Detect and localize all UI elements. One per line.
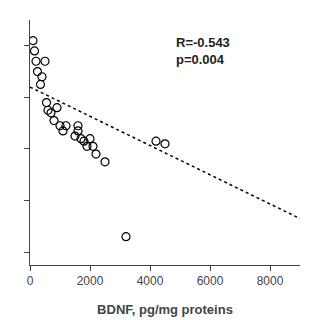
svg-text:4000: 4000 xyxy=(137,274,164,288)
svg-text:8000: 8000 xyxy=(257,274,284,288)
svg-text:BDNF, pg/mg proteins: BDNF, pg/mg proteins xyxy=(97,302,233,317)
svg-text:2000: 2000 xyxy=(77,274,104,288)
svg-text:R=-0.543p=0.004: R=-0.543p=0.004 xyxy=(176,35,230,67)
svg-text:6000: 6000 xyxy=(197,274,224,288)
svg-text:0: 0 xyxy=(27,274,34,288)
